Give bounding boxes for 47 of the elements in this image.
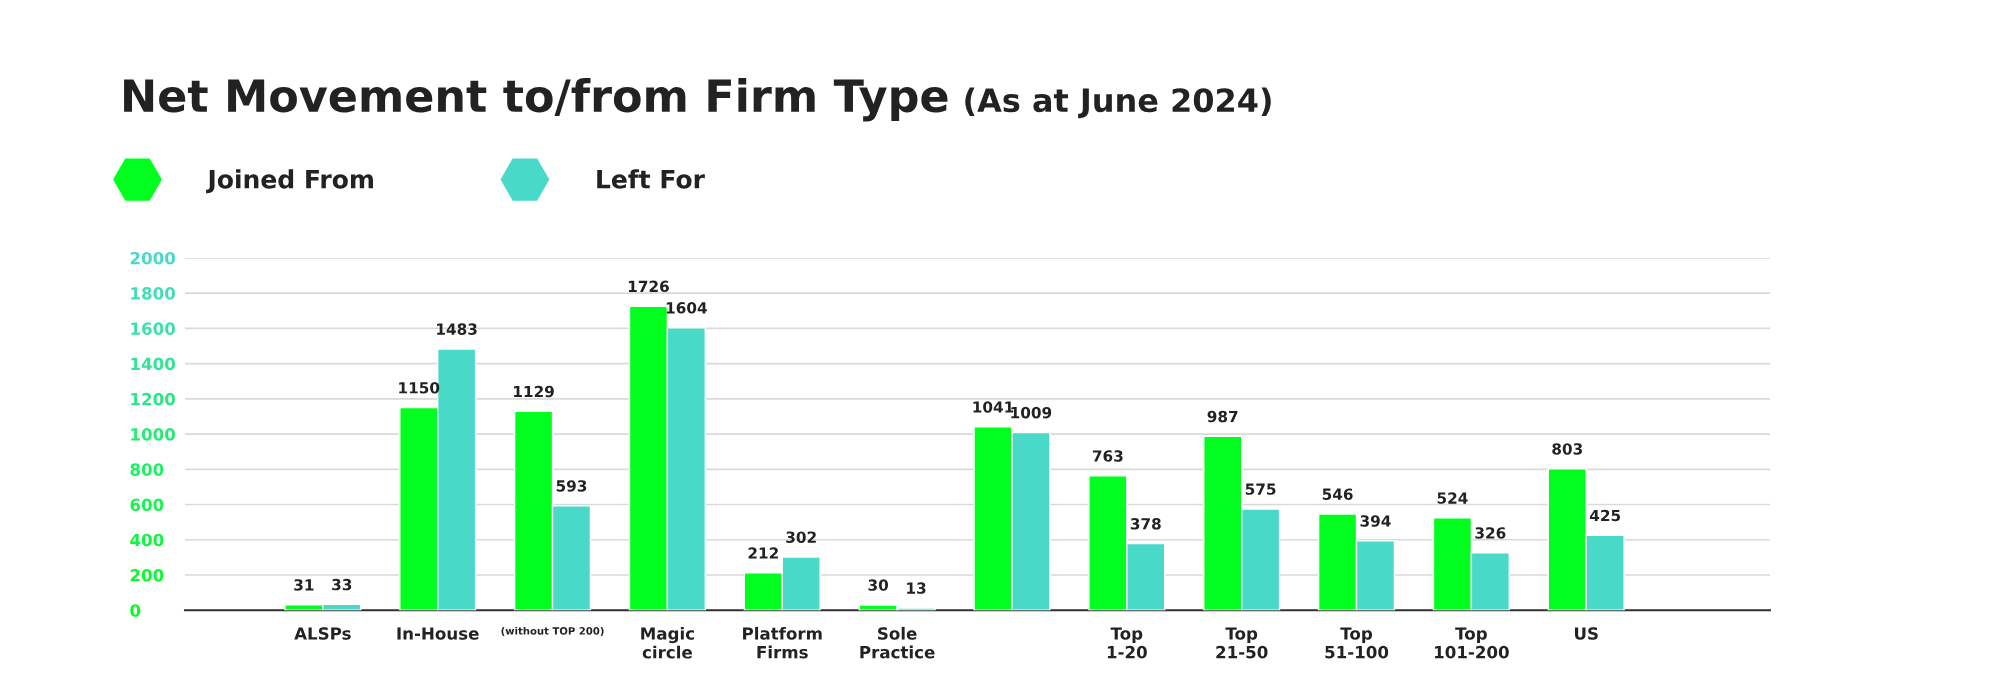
- y-tick-label: 800: [130, 463, 164, 476]
- data-label: 13: [907, 582, 926, 594]
- data-label: 1129: [514, 385, 554, 398]
- data-label: 593: [556, 480, 587, 492]
- y-tick-label: 0: [130, 604, 141, 617]
- data-label: 326: [1475, 527, 1506, 539]
- data-label: 1726: [628, 280, 669, 293]
- data-label: 1604: [666, 302, 707, 314]
- x-tick-label: Magic circle: [641, 626, 694, 659]
- legend-label: Left For: [597, 169, 705, 189]
- data-label: 394: [1360, 515, 1391, 527]
- x-tick-label: Top 51-100: [1325, 627, 1389, 659]
- data-label: 30: [868, 579, 889, 591]
- x-tick-label: (without TOP 200): [501, 626, 604, 636]
- chart-title: Net Movement to/from Firm Type: [124, 78, 948, 122]
- y-tick-label: 1400: [131, 357, 176, 371]
- chart-subtitle: (As at June 2024): [965, 87, 1271, 119]
- x-tick-label: In-House: [397, 627, 479, 640]
- data-label: 302: [786, 531, 816, 543]
- y-tick-label: 1200: [131, 392, 176, 406]
- data-label: 1483: [437, 323, 477, 335]
- x-tick-label: ALSPs: [294, 627, 351, 640]
- data-label: 33: [332, 578, 352, 591]
- y-tick-label: 1600: [131, 322, 176, 335]
- legend-label: Joined From: [206, 169, 373, 194]
- y-tick-label: 2000: [130, 251, 176, 265]
- y-tick-label: 600: [130, 498, 164, 512]
- data-label: 763: [1092, 450, 1123, 462]
- x-tick-label: Top 21-50: [1216, 627, 1268, 659]
- x-tick-label: Top 1-20: [1107, 627, 1147, 659]
- data-label: 575: [1245, 483, 1276, 495]
- x-tick-label: Top 101-200: [1435, 627, 1509, 659]
- data-label: 425: [1589, 509, 1621, 522]
- data-label: 212: [748, 547, 778, 559]
- data-label: 31: [294, 579, 314, 591]
- x-tick-label: Platform Firms: [743, 626, 822, 659]
- x-tick-label: US: [1574, 627, 1598, 640]
- data-label: 524: [1437, 492, 1468, 504]
- y-tick-label: 1800: [131, 287, 176, 300]
- y-tick-label: 200: [130, 568, 164, 582]
- data-label: 987: [1207, 410, 1238, 423]
- y-tick-label: 400: [130, 533, 164, 547]
- data-label: 803: [1552, 443, 1583, 455]
- data-label: 378: [1130, 518, 1161, 530]
- x-tick-label: Sole Practice: [860, 626, 935, 659]
- y-tick-label: 1000: [131, 428, 176, 441]
- data-label: 546: [1322, 488, 1353, 500]
